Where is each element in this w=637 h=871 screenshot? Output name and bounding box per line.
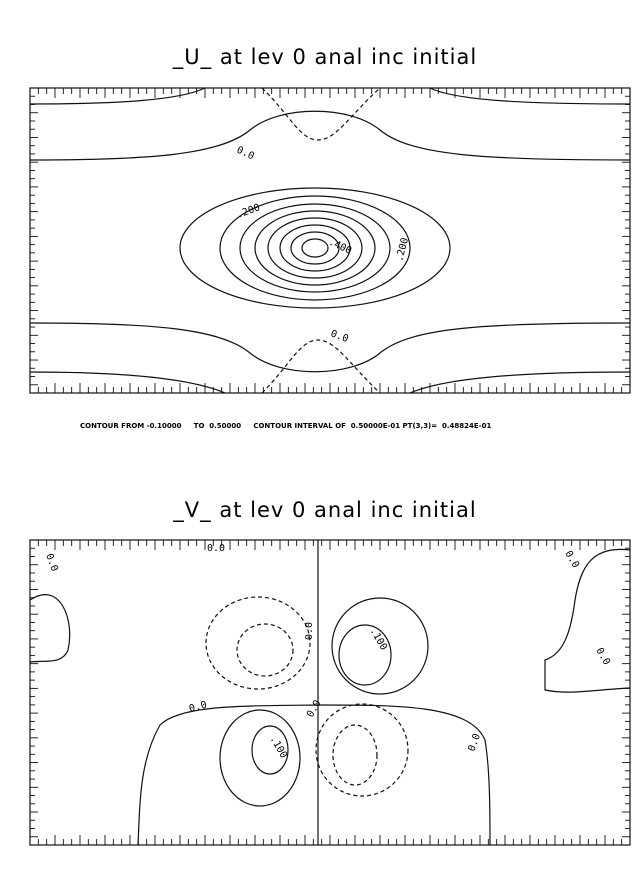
contour-label: 0.0 bbox=[43, 552, 60, 573]
contour-line bbox=[179, 187, 451, 309]
panel-v: _V_ at lev 0 anal inc initial 0.0 0.0 0.… bbox=[29, 498, 631, 846]
contour-line bbox=[315, 703, 409, 797]
contour-line bbox=[219, 195, 411, 301]
contour-line bbox=[261, 87, 381, 141]
contour-label: .200 bbox=[235, 202, 261, 221]
contour-line bbox=[267, 217, 363, 279]
contour-line bbox=[279, 224, 351, 272]
contour-label: 0.0 bbox=[466, 732, 483, 753]
contour-line bbox=[544, 548, 631, 693]
contour-label: 0.0 bbox=[188, 700, 208, 715]
contour-label: .200 bbox=[394, 237, 411, 263]
contours bbox=[29, 87, 631, 394]
contour-line bbox=[301, 238, 329, 258]
panel-title: _V_ at lev 0 anal inc initial bbox=[172, 498, 476, 523]
contour-label: .100 bbox=[367, 626, 389, 652]
panel-title: _U_ at lev 0 anal inc initial bbox=[172, 45, 477, 70]
contour-line bbox=[137, 704, 491, 846]
contour-label: 0.0 bbox=[562, 549, 581, 570]
contour-line bbox=[29, 87, 631, 105]
contour-line bbox=[29, 110, 631, 161]
contour-line bbox=[290, 231, 340, 265]
contour-line bbox=[251, 725, 289, 775]
footer: CONTOUR FROM -0.10000 TO 0.50000 CONTOUR… bbox=[80, 422, 491, 430]
panel-u: _U_ at lev 0 anal inc initial 0.0 .200 .… bbox=[29, 45, 631, 430]
contour-label: 0.0 bbox=[329, 328, 350, 345]
contour-line bbox=[332, 724, 378, 786]
contour-label: 0.0 bbox=[593, 646, 612, 667]
contour-line bbox=[29, 322, 631, 373]
contour-line bbox=[205, 596, 311, 690]
contour-line bbox=[261, 339, 381, 394]
contour-line bbox=[219, 709, 301, 807]
contour-label: 0.0 bbox=[235, 145, 256, 163]
frame bbox=[29, 539, 631, 846]
contour-line bbox=[29, 594, 71, 663]
contour-label: .400 bbox=[327, 237, 353, 257]
contour-line bbox=[338, 624, 392, 686]
contour-line bbox=[254, 210, 376, 286]
contour-label: 0.0 bbox=[207, 543, 225, 554]
contours bbox=[29, 540, 631, 846]
contour-label: 0.0 bbox=[305, 698, 324, 719]
contour-label: 0.0 bbox=[304, 622, 315, 640]
contour-line bbox=[331, 597, 429, 695]
contour-line bbox=[239, 203, 391, 293]
contour-line bbox=[29, 371, 631, 394]
contour-line bbox=[236, 623, 294, 677]
